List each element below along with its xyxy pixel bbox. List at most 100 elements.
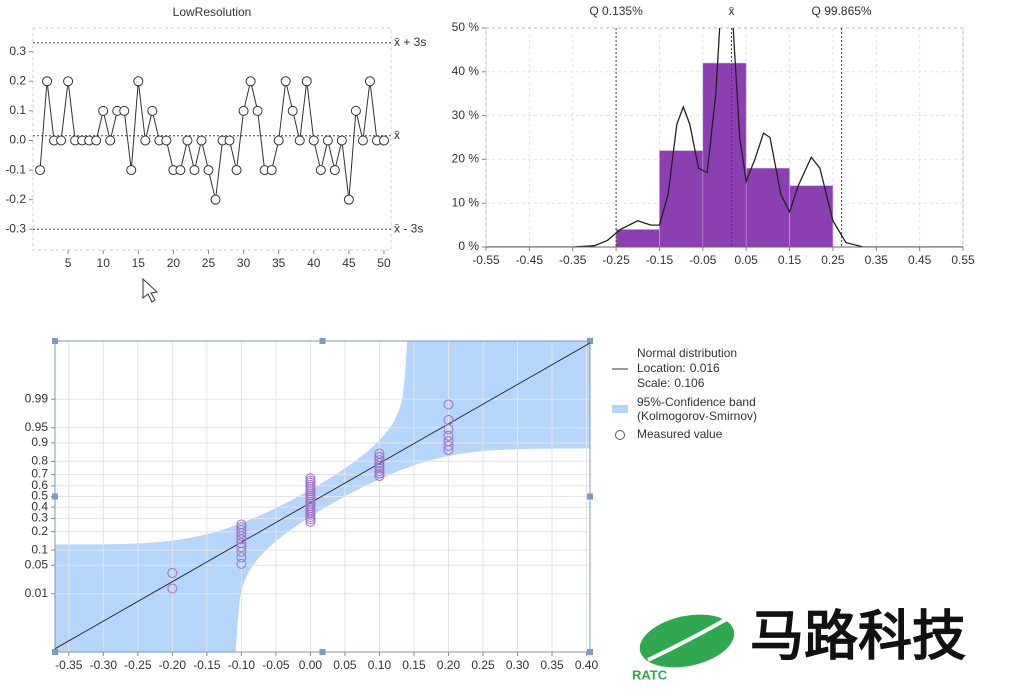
y-tick-label: 0.99 [25,391,49,405]
y-tick-label: 50 % [452,20,480,34]
data-point [301,76,312,87]
data-point [42,76,53,87]
logo-abbr: RATC [632,667,668,682]
data-point [236,558,247,569]
x-tick-label: 0.35 [865,253,889,267]
data-point [236,524,247,535]
x-tick-label: 0.55 [951,253,975,267]
data-point [280,76,291,87]
fit-line [55,342,590,650]
density-curve [486,28,963,247]
legend-text: Scale: [637,376,670,390]
y-tick-label: 0.8 [31,453,48,467]
data-point [308,135,319,146]
legend-label: (Kolmogorov-Smirnov) [637,409,757,423]
x-tick-label: 0.05 [735,253,759,267]
data-point [350,105,361,116]
data-point [374,448,385,459]
histogram-bar [745,167,790,248]
data-point [305,479,316,490]
data-point [175,165,186,176]
data-point [343,194,354,205]
data-point [374,468,385,479]
x-tick-label: -0.25 [602,253,630,267]
histogram-bar [702,62,747,248]
y-tick-label: -0.1 [5,162,26,176]
data-point [315,165,326,176]
selection-handle [587,649,593,655]
data-point [98,105,109,116]
y-tick-label: 10 % [452,195,480,209]
logo: RATC 马路科技 [632,605,966,683]
data-point [196,135,207,146]
chart-title: LowResolution [173,5,252,19]
cursor [142,277,159,303]
data-point [133,76,144,87]
selection-handle [587,493,593,500]
x-tick-label: -0.05 [689,253,717,267]
data-point [322,135,333,146]
data-point [210,194,221,205]
x-tick-label: 0.40 [575,658,599,672]
selection-handle [52,338,58,344]
legend-value: 0.016 [690,361,720,375]
data-point [336,135,347,146]
y-tick-label: 0.01 [25,586,49,600]
x-tick-label: -0.45 [516,253,544,267]
legend-label: Normal distribution [637,346,737,360]
legend-text: Location: [637,361,686,375]
y-tick-label: 0.0 [9,133,26,147]
data-point [305,475,316,486]
x-tick-label: 0.20 [437,658,461,672]
series-line [39,81,384,200]
data-point [35,165,46,176]
x-tick-label: -0.05 [262,658,290,672]
data-point [287,105,298,116]
x-tick-label: 25 [202,256,216,270]
data-point [91,135,102,146]
x-tick-label: 0.05 [333,658,357,672]
reference-label: Q 0.135% [589,4,643,18]
data-point [378,135,389,146]
y-tick-label: 0.7 [31,467,48,481]
x-tick-label: 0.45 [908,253,932,267]
data-point [245,76,256,87]
x-tick-label: -0.35 [559,253,587,267]
data-point [305,473,316,484]
data-point [364,76,375,87]
legend-label: Scale: 0.106 [637,376,705,390]
reference-label: x̄ [728,4,734,18]
x-tick-label: 5 [65,256,72,270]
y-tick-label: 0.1 [31,542,48,556]
data-point [105,135,116,146]
x-tick-label: 50 [377,256,391,270]
x-tick-label: -0.35 [55,658,83,672]
data-point [374,452,385,463]
y-tick-label: 0.3 [9,44,26,58]
x-tick-label: 0.00 [299,658,323,672]
x-tick-label: 10 [97,256,111,270]
x-tick-label: 0.10 [368,658,392,672]
y-tick-label: 0.4 [31,499,48,513]
legend-value: 0.106 [674,376,704,390]
data-point [56,135,67,146]
legend-swatch [615,430,625,440]
data-point [236,552,247,563]
x-tick-label: 0.35 [540,658,564,672]
y-tick-label: 0.6 [31,478,48,492]
data-point [161,135,172,146]
x-tick-label: -0.30 [90,658,118,672]
selection-handle [319,338,326,344]
x-tick-label: 0.15 [778,253,802,267]
data-point [231,165,242,176]
x-tick-label: 0.25 [471,658,495,672]
data-point [182,135,193,146]
reference-label: Q 99.865% [812,4,872,18]
data-point [224,135,235,146]
data-point [266,165,277,176]
y-tick-label: 0.2 [31,524,48,538]
x-tick-label: -0.15 [193,658,221,672]
data-point [236,527,247,538]
